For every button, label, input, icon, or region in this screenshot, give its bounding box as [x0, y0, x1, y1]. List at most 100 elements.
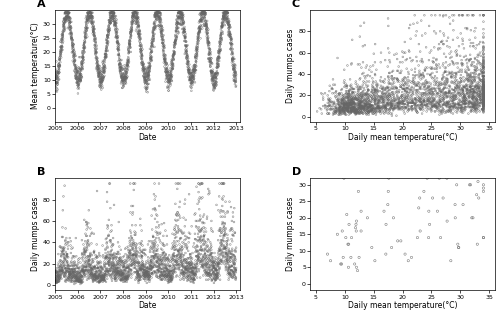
Point	[82, 248, 90, 253]
Point	[148, 262, 156, 267]
Point	[112, 20, 120, 25]
Point	[74, 78, 82, 83]
Point	[366, 101, 374, 107]
Point	[80, 50, 88, 55]
Point	[436, 99, 444, 104]
Point	[146, 57, 154, 63]
Point	[66, 10, 74, 16]
Point	[97, 270, 105, 275]
Point	[412, 83, 420, 88]
Point	[114, 35, 122, 41]
Point	[186, 231, 194, 236]
Point	[348, 97, 356, 102]
Point	[230, 68, 238, 74]
Point	[350, 99, 358, 104]
Point	[347, 97, 355, 102]
Point	[194, 35, 202, 40]
Point	[326, 98, 334, 103]
Point	[154, 10, 162, 16]
Point	[452, 70, 460, 76]
Point	[58, 37, 66, 43]
Point	[58, 44, 66, 50]
Point	[463, 25, 471, 31]
Point	[102, 250, 110, 256]
Point	[179, 269, 187, 274]
Point	[176, 264, 184, 270]
Point	[90, 264, 98, 270]
Point	[124, 244, 132, 249]
Point	[102, 53, 110, 59]
Point	[144, 242, 152, 247]
Point	[83, 28, 91, 33]
Point	[90, 274, 98, 279]
Point	[170, 51, 178, 56]
Point	[76, 273, 84, 278]
Point	[469, 94, 477, 99]
Point	[473, 43, 481, 48]
Point	[352, 218, 360, 224]
Point	[82, 21, 90, 27]
Point	[172, 259, 180, 264]
Point	[433, 106, 441, 111]
Point	[83, 244, 91, 249]
Point	[344, 94, 352, 99]
Point	[53, 80, 61, 85]
Point	[224, 261, 232, 266]
Point	[480, 74, 488, 79]
Point	[65, 266, 73, 272]
Point	[181, 244, 189, 249]
Point	[174, 21, 182, 26]
Point	[462, 96, 469, 101]
Point	[54, 64, 62, 69]
Point	[420, 98, 428, 103]
Point	[52, 277, 60, 282]
Point	[204, 38, 212, 44]
Point	[184, 265, 192, 271]
Point	[398, 82, 406, 87]
Point	[205, 40, 213, 46]
Point	[418, 102, 426, 108]
Point	[54, 75, 62, 80]
Point	[177, 15, 185, 20]
Point	[356, 101, 364, 107]
Point	[178, 252, 186, 258]
Point	[480, 101, 488, 107]
Point	[100, 73, 108, 79]
Point	[116, 57, 124, 62]
Point	[180, 28, 188, 33]
Point	[120, 66, 128, 72]
Point	[174, 20, 182, 26]
Point	[119, 74, 127, 79]
Point	[224, 10, 232, 16]
Point	[96, 73, 104, 78]
Point	[142, 252, 150, 258]
Point	[390, 97, 398, 102]
Point	[203, 31, 211, 37]
Point	[441, 93, 449, 98]
Point	[66, 270, 74, 275]
Point	[134, 18, 142, 24]
Point	[156, 266, 164, 272]
Point	[131, 252, 139, 258]
Point	[480, 93, 488, 98]
Point	[324, 103, 332, 109]
Point	[182, 264, 190, 270]
Point	[398, 101, 406, 107]
Point	[64, 277, 72, 282]
Point	[128, 29, 136, 34]
Point	[214, 55, 222, 60]
Point	[193, 243, 201, 248]
Point	[467, 88, 475, 94]
Point	[134, 30, 142, 36]
Point	[400, 78, 408, 83]
Point	[200, 11, 207, 16]
Point	[422, 103, 430, 109]
Point	[194, 253, 202, 259]
Point	[151, 262, 159, 267]
Point	[352, 222, 360, 227]
Point	[371, 71, 379, 77]
Point	[465, 58, 473, 64]
Point	[170, 53, 177, 58]
Point	[84, 271, 92, 276]
Point	[324, 96, 332, 101]
